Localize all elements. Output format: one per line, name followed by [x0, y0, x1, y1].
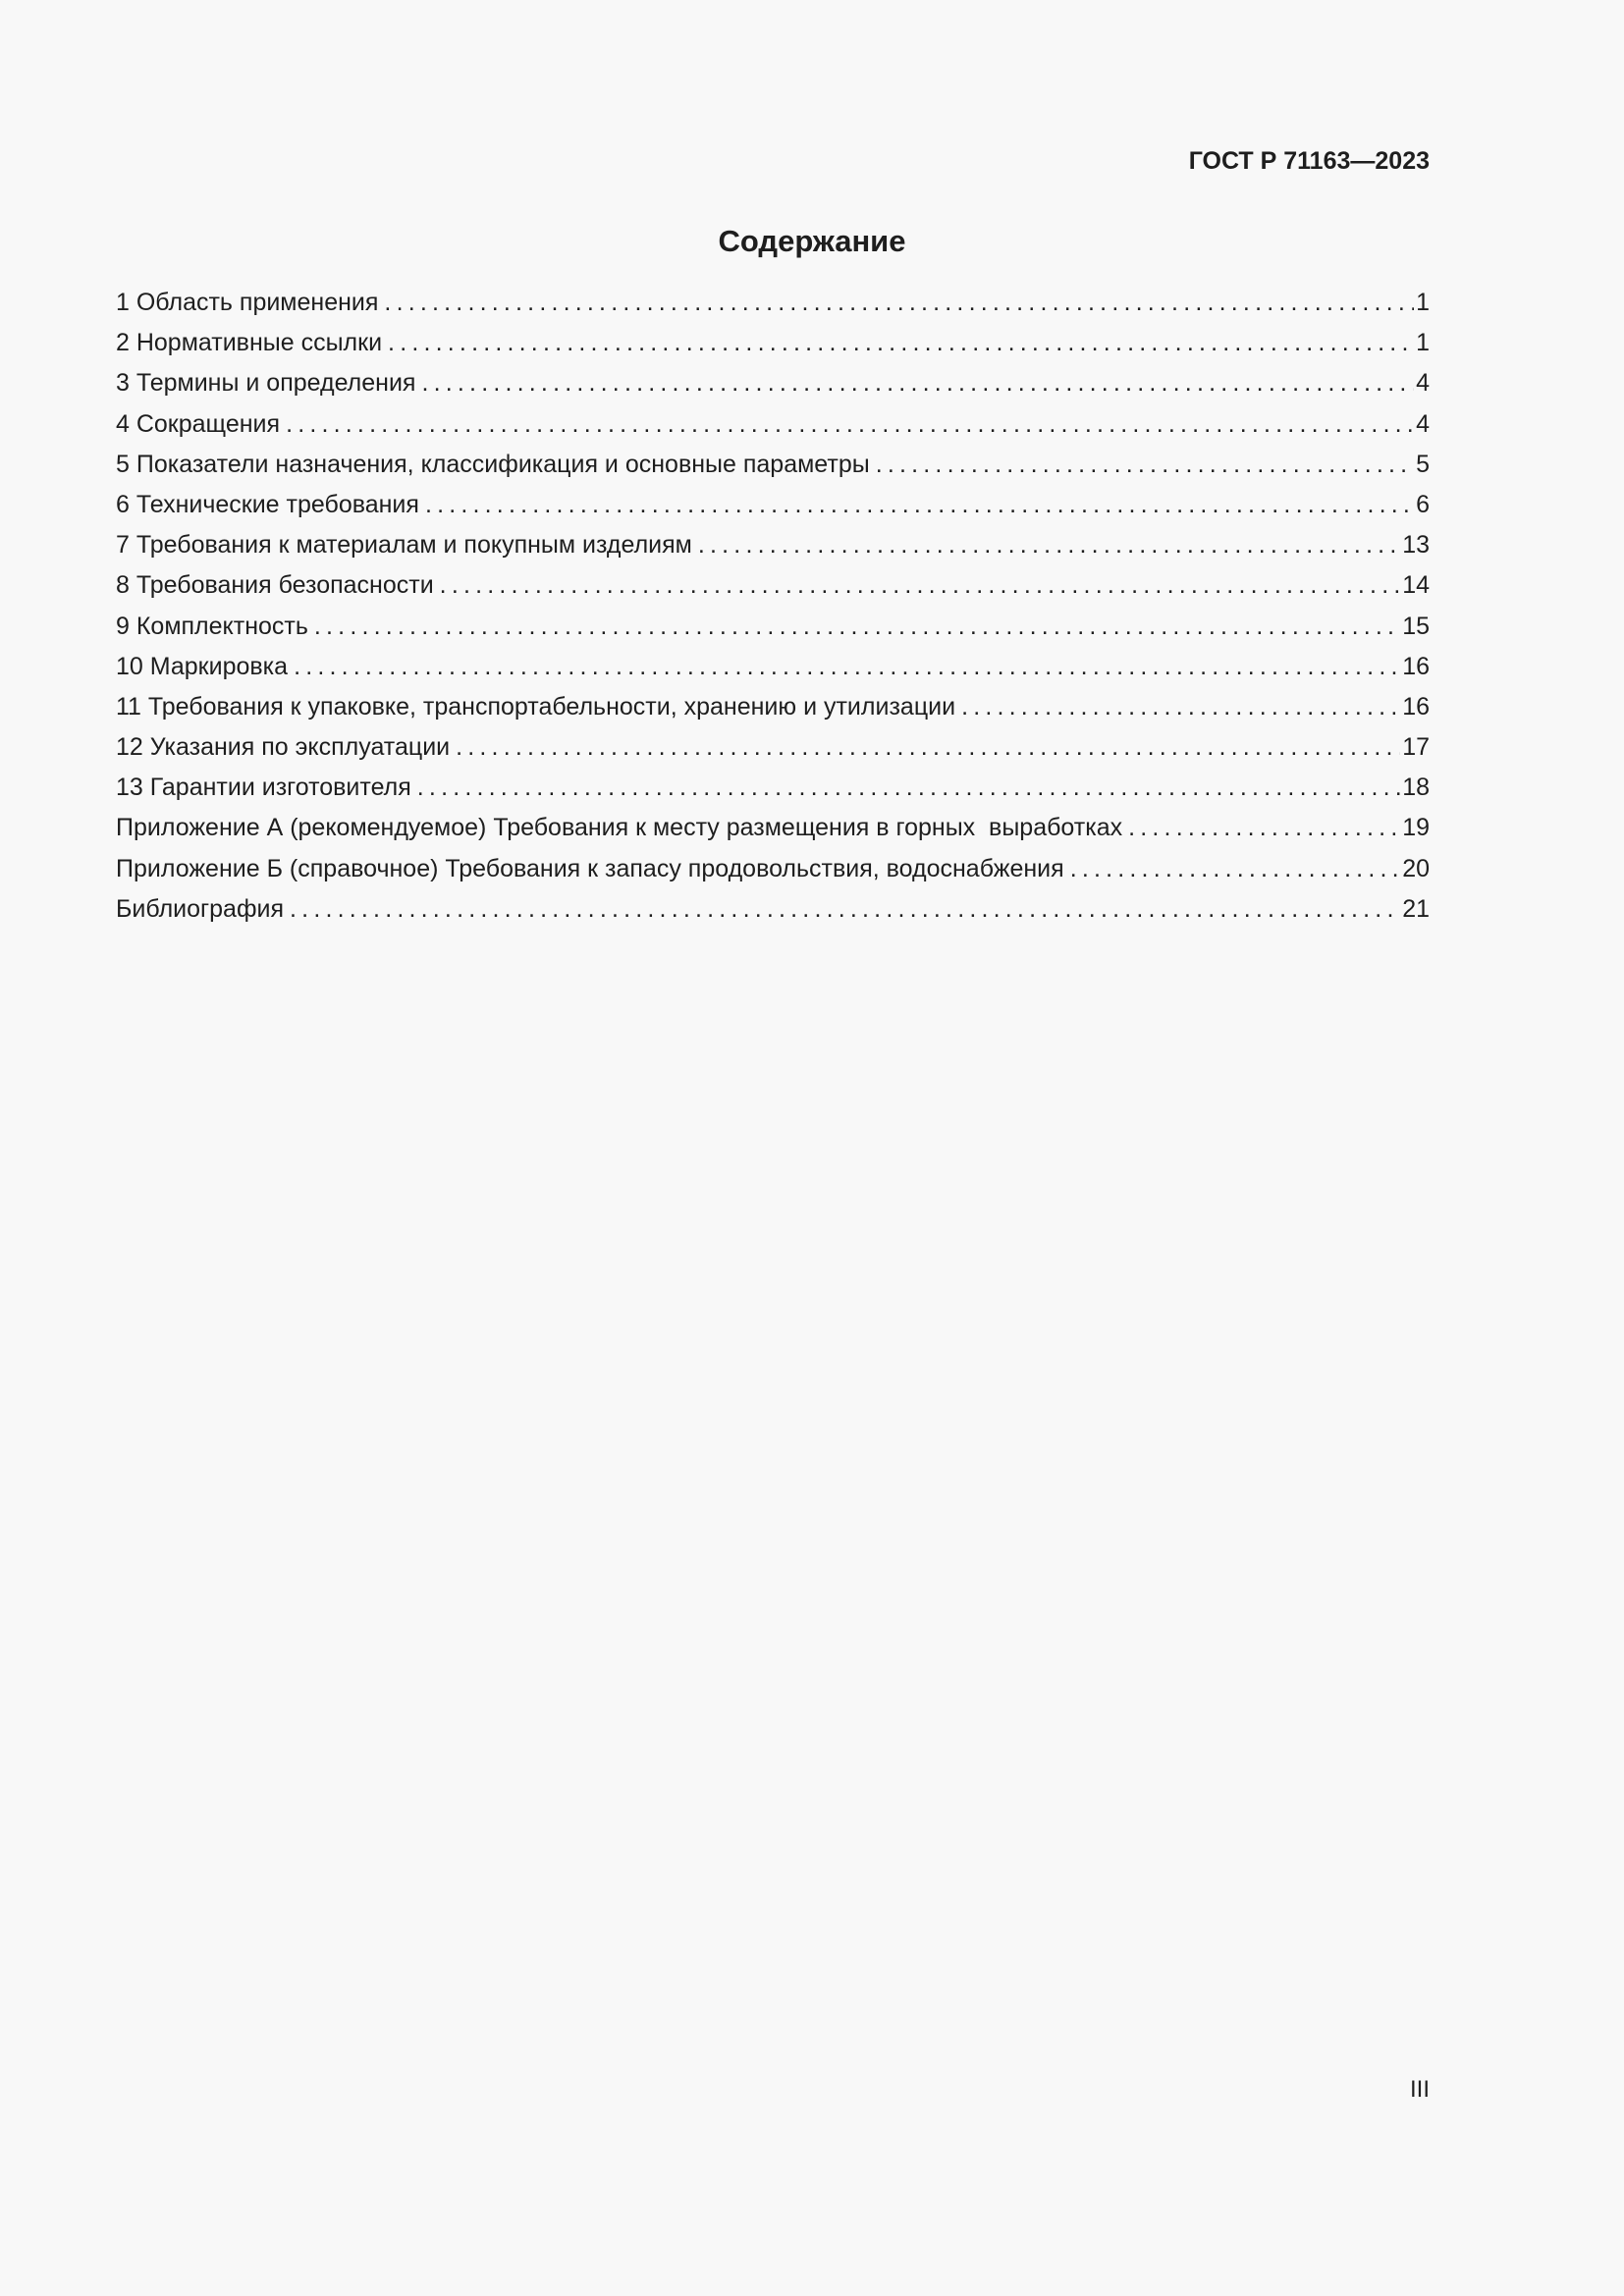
dot-leader: ........................................… [1128, 814, 1401, 842]
toc-entry-page: 4 [1416, 409, 1430, 438]
toc-entry-page: 16 [1402, 692, 1430, 721]
dot-leader: ........................................… [1069, 854, 1401, 882]
toc-entry[interactable]: 11 Требования к упаковке, транспортабель… [116, 689, 1430, 729]
document-code: ГОСТ Р 71163—2023 [1188, 147, 1430, 175]
dot-leader: ........................................… [424, 490, 1415, 518]
dot-leader: ........................................… [961, 692, 1401, 721]
dot-leader: ........................................… [313, 612, 1401, 640]
toc-entry-page: 17 [1402, 733, 1430, 762]
toc-entry-label: 3 Термины и определения [116, 369, 416, 398]
toc-entry[interactable]: 7 Требования к материалам и покупным изд… [116, 527, 1430, 567]
toc-entry[interactable]: 8 Требования безопасности...............… [116, 567, 1430, 608]
dot-leader: ........................................… [388, 329, 1415, 357]
toc-entry-label: 6 Технические требования [116, 490, 419, 518]
toc-entry-page: 20 [1402, 854, 1430, 882]
toc-entry-label: 2 Нормативные ссылки [116, 329, 383, 357]
toc-entry-page: 13 [1402, 531, 1430, 560]
toc-entry[interactable]: 3 Термины и определения.................… [116, 365, 1430, 405]
toc-entry-label: 5 Показатели назначения, классификация и… [116, 450, 870, 478]
toc-entry-label: 8 Требования безопасности [116, 571, 434, 600]
toc-entry-label: 12 Указания по эксплуатации [116, 733, 451, 762]
page-number: III [1409, 2076, 1430, 2103]
dot-leader: ........................................… [697, 531, 1401, 560]
dot-leader: ........................................… [439, 571, 1401, 600]
toc-entry-label: Приложение Б (справочное) Требования к з… [116, 854, 1064, 882]
toc-entry-page: 14 [1402, 571, 1430, 600]
toc-entry-page: 18 [1402, 774, 1430, 802]
dot-leader: ........................................… [421, 369, 1414, 398]
table-of-contents: 1 Область применения....................… [116, 285, 1430, 932]
toc-entry[interactable]: 4 Сокращения............................… [116, 406, 1430, 447]
toc-entry-label: Приложение А (рекомендуемое) Требования … [116, 814, 1123, 842]
dot-leader: ........................................… [286, 409, 1415, 438]
dot-leader: ........................................… [384, 289, 1415, 316]
toc-entry[interactable]: 12 Указания по эксплуатации.............… [116, 729, 1430, 770]
toc-entry[interactable]: 2 Нормативные ссылки....................… [116, 325, 1430, 365]
toc-entry[interactable]: Библиография............................… [116, 891, 1430, 932]
toc-entry[interactable]: Приложение А (рекомендуемое) Требования … [116, 810, 1430, 850]
toc-entry-label: Библиография [116, 894, 285, 923]
toc-entry-label: 4 Сокращения [116, 409, 281, 438]
toc-entry[interactable]: Приложение Б (справочное) Требования к з… [116, 851, 1430, 891]
dot-leader: ........................................… [416, 774, 1400, 802]
toc-entry-label: 10 Маркировка [116, 652, 289, 680]
toc-entry-page: 19 [1402, 814, 1430, 842]
dot-leader: ........................................… [294, 652, 1401, 680]
toc-entry[interactable]: 1 Область применения....................… [116, 285, 1430, 325]
toc-entry-page: 4 [1416, 369, 1430, 398]
toc-entry-label: 9 Комплектность [116, 612, 308, 640]
toc-entry[interactable]: 5 Показатели назначения, классификация и… [116, 447, 1430, 487]
toc-entry[interactable]: 10 Маркировка...........................… [116, 649, 1430, 689]
toc-entry-page: 15 [1402, 612, 1430, 640]
toc-entry-page: 1 [1416, 289, 1430, 316]
toc-entry-page: 21 [1402, 894, 1430, 923]
toc-entry-label: 7 Требования к материалам и покупным изд… [116, 531, 692, 560]
toc-entry-label: 11 Требования к упаковке, транспортабель… [116, 692, 956, 721]
dot-leader: ........................................… [875, 450, 1415, 478]
dot-leader: ........................................… [456, 733, 1400, 762]
toc-entry[interactable]: 13 Гарантии изготовителя................… [116, 770, 1430, 810]
page-title: Содержание [718, 224, 906, 258]
toc-entry-page: 1 [1416, 329, 1430, 357]
toc-entry-label: 13 Гарантии изготовителя [116, 774, 411, 802]
toc-entry-label: 1 Область применения [116, 289, 379, 316]
toc-entry-page: 5 [1416, 450, 1430, 478]
toc-entry-page: 16 [1402, 652, 1430, 680]
toc-entry[interactable]: 6 Технические требования................… [116, 487, 1430, 527]
toc-entry[interactable]: 9 Комплектность.........................… [116, 609, 1430, 649]
dot-leader: ........................................… [290, 894, 1401, 923]
toc-entry-page: 6 [1416, 490, 1430, 518]
